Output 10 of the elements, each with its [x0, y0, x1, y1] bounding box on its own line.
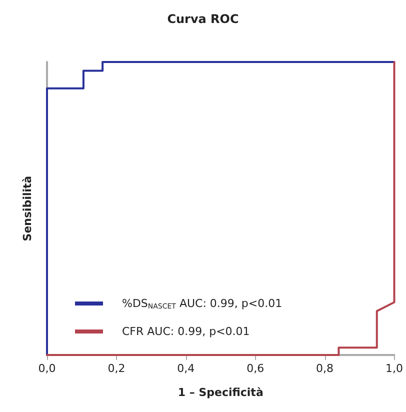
x-tick-label: 0,8: [316, 362, 334, 375]
legend-label: CFR AUC: 0.99, p<0.01: [122, 325, 250, 338]
x-tick-label: 0,6: [246, 362, 264, 375]
x-tick-label: 0,0: [38, 362, 56, 375]
x-axis-title: 1 – Specificità: [178, 386, 264, 399]
chart-title: Curva ROC: [167, 12, 239, 26]
x-tick-label: 1,0: [386, 362, 404, 375]
x-tick-label: 0,4: [177, 362, 195, 375]
y-axis-title: Sensibilità: [21, 176, 34, 242]
x-tick-label: 0,2: [108, 362, 126, 375]
